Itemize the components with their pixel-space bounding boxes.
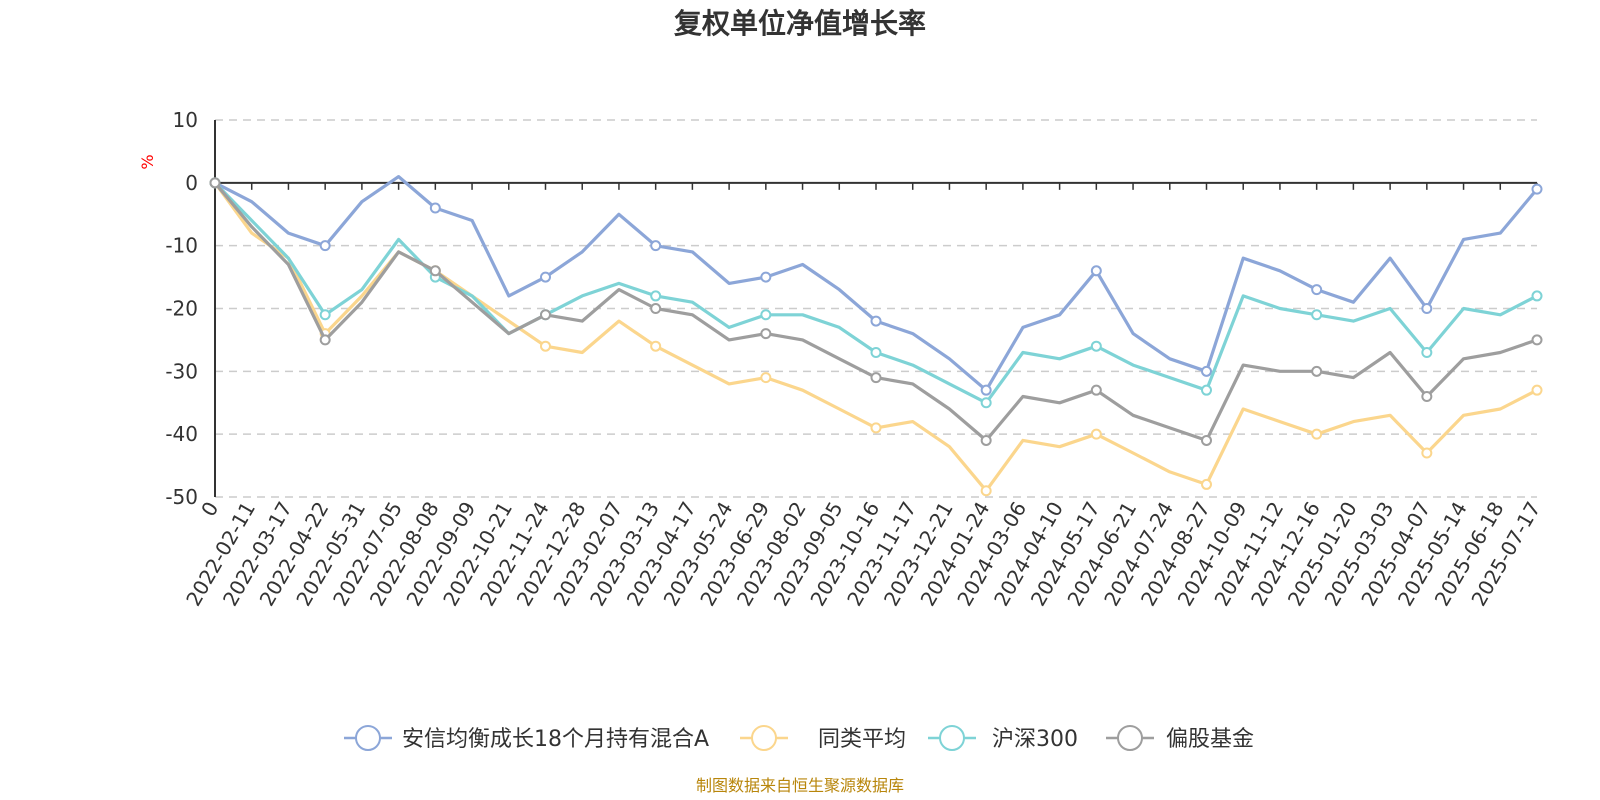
grid-layer [215,119,1537,498]
data-point [1090,428,1102,440]
chart-title: 复权单位净值增长率 [674,7,926,40]
data-point [1201,434,1212,446]
data-point [1090,265,1102,277]
legend-label: 偏股基金 [1166,727,1254,752]
data-point [980,397,992,409]
legend-marker [1117,725,1143,751]
data-point [650,240,662,252]
y-tick-label: -40 [165,422,198,446]
legend-item[interactable]: 偏股基金 [1106,725,1254,752]
data-point [1531,384,1543,396]
data-point [540,340,551,352]
data-point [760,372,772,384]
data-point [650,290,662,302]
data-point [1311,309,1323,321]
data-point [1421,447,1433,459]
data-point [429,202,441,214]
series-layer [209,175,1543,497]
data-point [980,485,992,497]
legend-label: 安信均衡成长18个月持有混合A [402,727,709,752]
data-point [1421,303,1433,314]
legend-marker [355,725,381,751]
series-line [213,175,1539,392]
data-point [1311,428,1323,440]
legend: 安信均衡成长18个月持有混合A 同类平均 沪深300 偏股基金 [344,725,1254,752]
legend-item[interactable]: 同类平均 [740,725,906,752]
data-point [870,372,882,384]
data-point [1421,390,1433,402]
data-point [540,309,551,321]
legend-marker [751,725,777,751]
data-point [540,271,551,283]
x-tick-label: 0 [196,498,223,521]
source-note: 制图数据来自恒生聚源数据库 [696,776,904,795]
y-tick-label: -20 [165,297,198,321]
data-point [650,303,662,314]
y-tick-label: 0 [185,171,198,195]
data-point [760,271,772,283]
data-point [1311,284,1323,296]
series-line [213,181,1539,442]
legend-item[interactable]: 沪深300 [928,725,1078,752]
data-point [319,240,331,252]
y-tick-label: -10 [165,234,198,258]
y-tick-label: 10 [173,108,198,132]
data-point [1531,334,1543,346]
data-point [1201,365,1212,377]
data-point [1201,384,1212,396]
y-axis-label: % [138,154,157,169]
data-point [980,434,992,446]
data-point [650,340,662,352]
data-point [1090,384,1102,396]
data-point [760,328,772,340]
data-point [429,265,441,277]
data-point [1531,290,1543,302]
data-point [1201,478,1212,490]
data-point [870,315,882,327]
series-2 [209,177,1543,497]
data-point [1531,183,1543,195]
series-line [213,181,1539,405]
y-tick-label: -30 [165,359,198,383]
series-line [213,181,1539,493]
series-1 [209,175,1543,396]
legend-item[interactable]: 安信均衡成长18个月持有混合A [344,725,709,752]
data-point [319,309,331,321]
y-tick-label: -50 [165,485,198,509]
axis-layer: 100-10-20-30-40-5002022-02-112022-03-172… [165,108,1545,610]
data-point [870,422,882,434]
data-point [319,334,331,346]
data-point [1090,340,1102,352]
data-point [1421,346,1433,358]
data-point [209,177,221,189]
data-point [980,384,992,396]
legend-label: 同类平均 [818,727,906,752]
data-point [760,309,772,321]
data-point [870,346,882,358]
series-4 [209,177,1543,446]
legend-marker [939,725,965,751]
data-point [1311,365,1323,377]
legend-label: 沪深300 [992,727,1078,752]
